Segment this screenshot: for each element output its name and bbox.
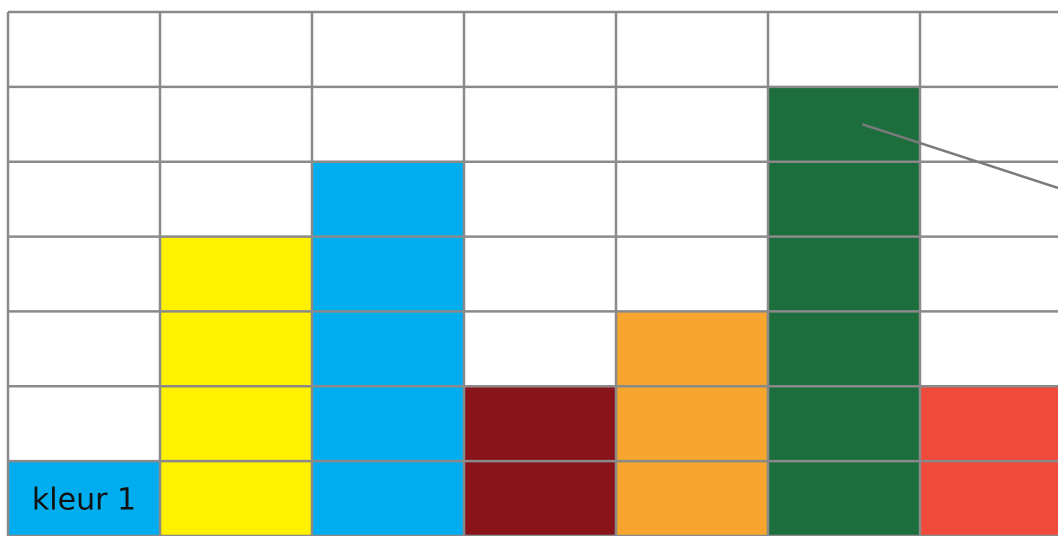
leader-line: [861, 123, 1058, 190]
bar-3: [312, 161, 464, 536]
bar-5: [616, 311, 768, 536]
annotations-layer: [861, 123, 1058, 190]
bar-1: [8, 461, 160, 536]
grid-layer: [6, 10, 1058, 536]
category-label: kleur 1: [32, 483, 136, 518]
labels-layer: kleur 1: [32, 483, 136, 518]
